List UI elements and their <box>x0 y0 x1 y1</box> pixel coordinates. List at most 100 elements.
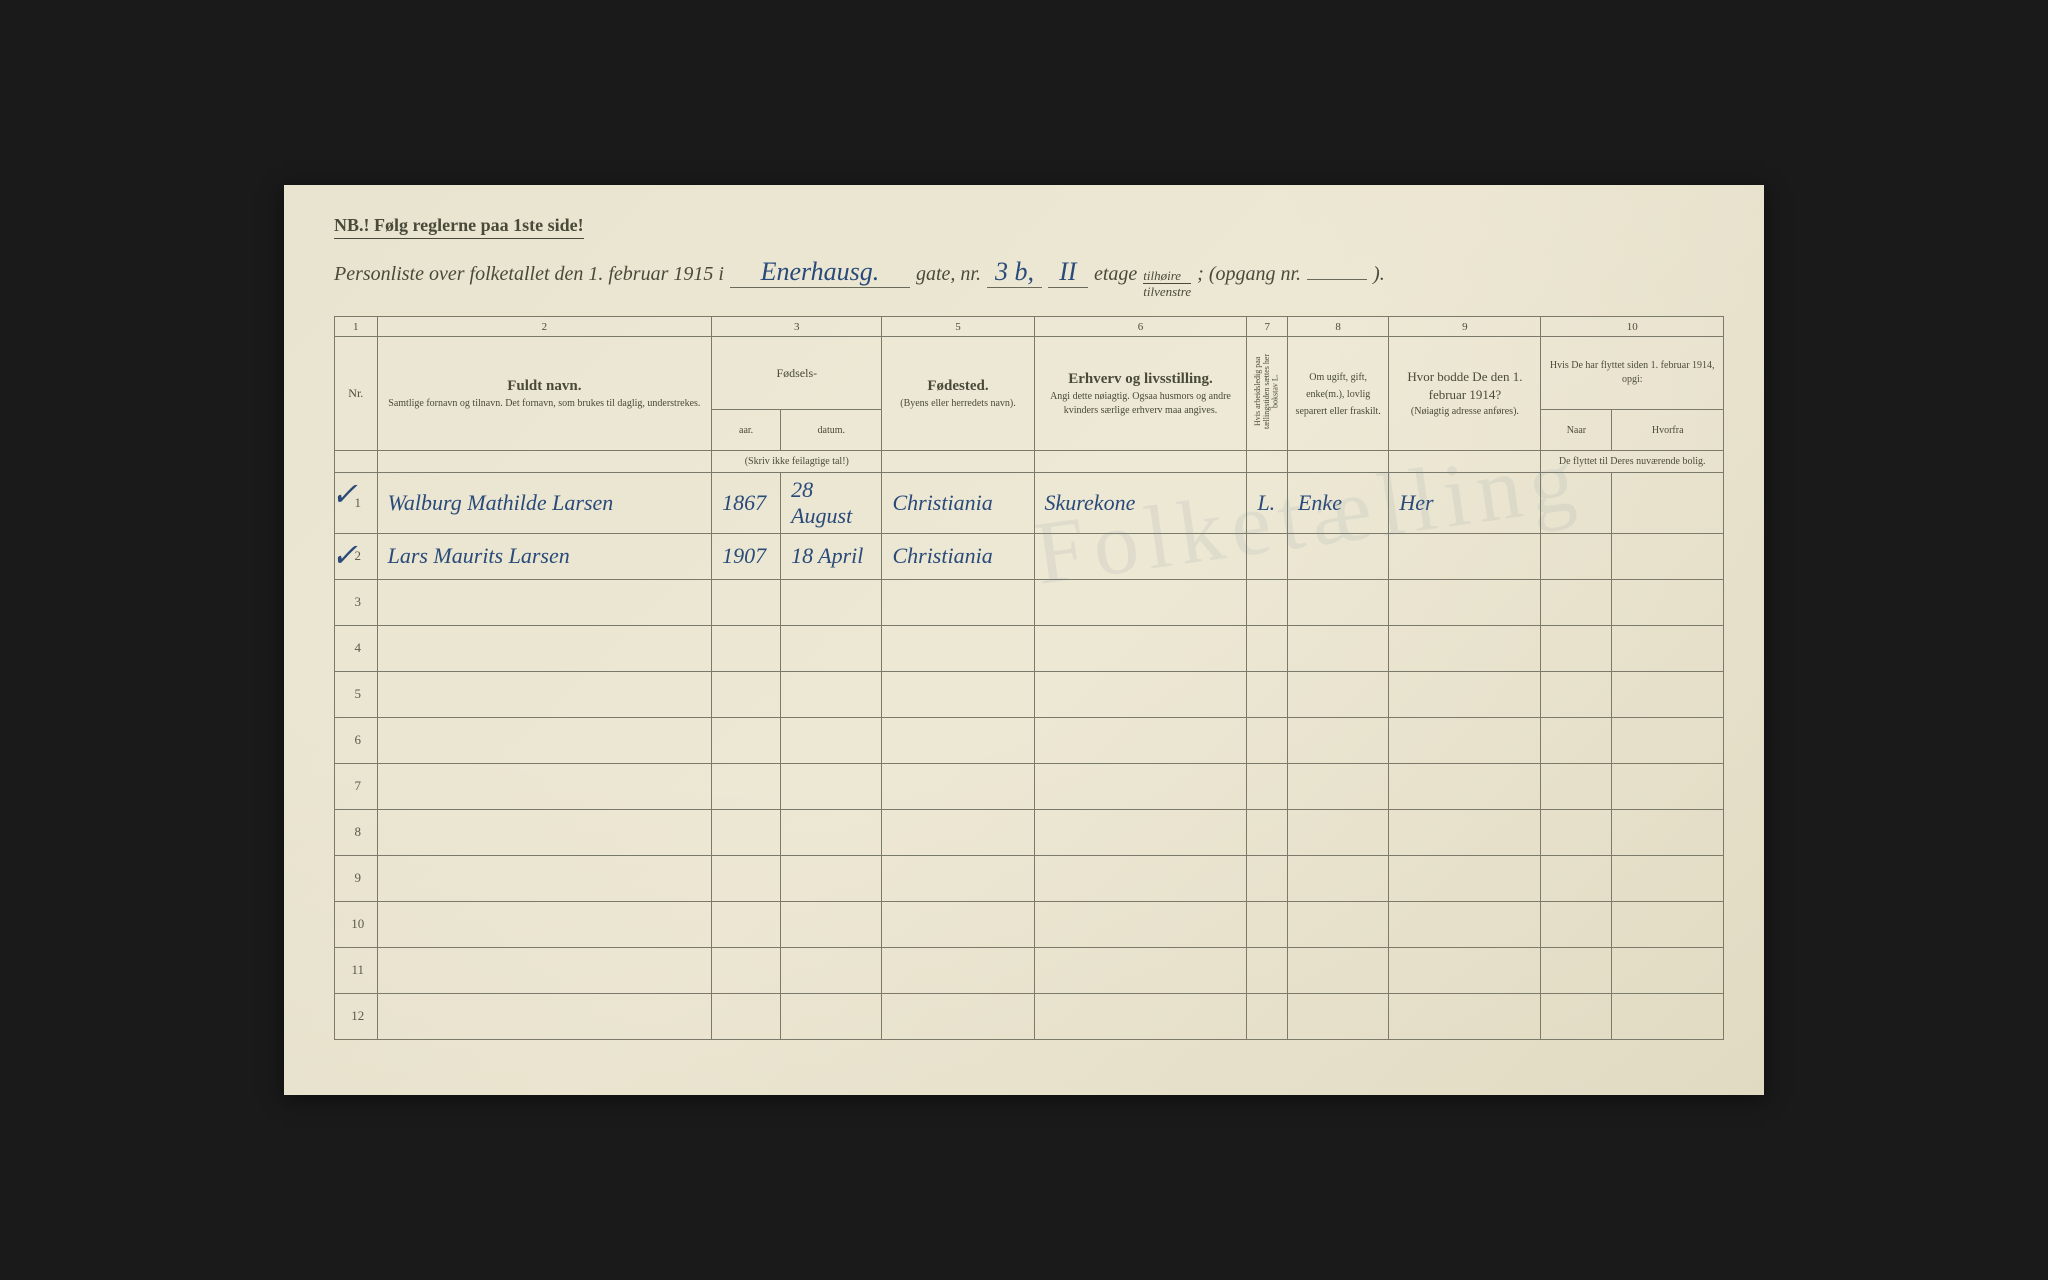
cell <box>1034 671 1247 717</box>
cell <box>712 855 781 901</box>
cell <box>377 625 712 671</box>
cell: 4 <box>335 625 378 671</box>
col-hvorfra: Hvorfra <box>1612 410 1724 450</box>
cell <box>1287 901 1388 947</box>
col-10: Hvis De har flyttet siden 1. februar 191… <box>1541 337 1724 410</box>
cell <box>1034 533 1247 579</box>
cell <box>712 947 781 993</box>
gate-label: gate, nr. <box>916 263 981 286</box>
cell <box>1389 947 1541 993</box>
table-row: 5 <box>335 671 1724 717</box>
cell <box>1287 671 1388 717</box>
nb-instruction: NB.! Følg reglerne paa 1ste side! <box>334 215 584 239</box>
cell: 28 August <box>781 472 882 533</box>
cell <box>1034 763 1247 809</box>
cell: ✓2 <box>335 533 378 579</box>
table-row: ✓1Walburg Mathilde Larsen186728 AugustCh… <box>335 472 1724 533</box>
cell <box>712 901 781 947</box>
street-name-field: Enerhausg. <box>730 257 910 288</box>
cell: Enke <box>1287 472 1388 533</box>
cell <box>1389 763 1541 809</box>
cell: 7 <box>335 763 378 809</box>
col-aar: aar. <box>712 410 781 450</box>
cell <box>882 763 1034 809</box>
cell <box>1287 993 1388 1039</box>
cell <box>1389 671 1541 717</box>
cell <box>377 809 712 855</box>
cell: Her <box>1389 472 1541 533</box>
cell <box>1541 671 1612 717</box>
cell: 6 <box>335 717 378 763</box>
cell <box>1389 717 1541 763</box>
cell <box>1287 947 1388 993</box>
cell <box>712 993 781 1039</box>
cell <box>1541 625 1612 671</box>
cell <box>882 579 1034 625</box>
table-row: ✓2Lars Maurits Larsen190718 AprilChristi… <box>335 533 1724 579</box>
cell <box>377 579 712 625</box>
col-datum: datum. <box>781 410 882 450</box>
cell <box>1247 947 1288 993</box>
cell <box>712 763 781 809</box>
cell: 8 <box>335 809 378 855</box>
cell <box>781 763 882 809</box>
cell <box>712 809 781 855</box>
table-row: 11 <box>335 947 1724 993</box>
cell <box>1034 993 1247 1039</box>
cell <box>781 901 882 947</box>
cell <box>377 947 712 993</box>
cell <box>882 809 1034 855</box>
cell <box>1612 855 1724 901</box>
table-row: 12 <box>335 993 1724 1039</box>
etage-field: II <box>1048 257 1088 288</box>
cell <box>712 671 781 717</box>
table-row: 7 <box>335 763 1724 809</box>
cell: 1867 <box>712 472 781 533</box>
cell <box>781 579 882 625</box>
cell: 3 <box>335 579 378 625</box>
opgang-field <box>1307 279 1367 280</box>
table-body: ✓1Walburg Mathilde Larsen186728 AugustCh… <box>335 472 1724 1039</box>
cell <box>1034 855 1247 901</box>
table-row: 6 <box>335 717 1724 763</box>
cell <box>1389 579 1541 625</box>
census-table: 1 2 3 5 6 7 8 9 10 Nr. Fuldt navn. Samtl… <box>334 316 1724 1040</box>
cell <box>377 717 712 763</box>
header-note-row: (Skriv ikke feilagtige tal!) De flyttet … <box>335 450 1724 472</box>
cell: Christiania <box>882 472 1034 533</box>
header-row-main: Nr. Fuldt navn. Samtlige fornavn og tiln… <box>335 337 1724 410</box>
cell <box>1247 579 1288 625</box>
table-row: 4 <box>335 625 1724 671</box>
cell <box>882 625 1034 671</box>
cell <box>1247 809 1288 855</box>
cell <box>1612 472 1724 533</box>
table-row: 10 <box>335 901 1724 947</box>
cell <box>1287 855 1388 901</box>
cell <box>1541 947 1612 993</box>
table-row: 8 <box>335 809 1724 855</box>
cell <box>377 993 712 1039</box>
cell <box>1034 809 1247 855</box>
cell <box>712 717 781 763</box>
cell <box>1034 579 1247 625</box>
cell <box>882 671 1034 717</box>
cell <box>1541 533 1612 579</box>
cell <box>377 671 712 717</box>
col-fodested: Fødested. (Byens eller herredets navn). <box>882 337 1034 451</box>
cell <box>781 809 882 855</box>
cell <box>1541 993 1612 1039</box>
cell <box>1247 901 1288 947</box>
cell <box>1541 763 1612 809</box>
cell <box>882 855 1034 901</box>
cell: Skurekone <box>1034 472 1247 533</box>
cell <box>1034 947 1247 993</box>
cell <box>781 671 882 717</box>
cell: 10 <box>335 901 378 947</box>
opgang-label: ; (opgang nr. <box>1197 263 1301 286</box>
cell <box>1612 717 1724 763</box>
cell <box>1389 855 1541 901</box>
census-form-page: NB.! Følg reglerne paa 1ste side! Person… <box>284 185 1764 1095</box>
cell <box>1247 855 1288 901</box>
cell <box>1612 947 1724 993</box>
cell <box>377 763 712 809</box>
